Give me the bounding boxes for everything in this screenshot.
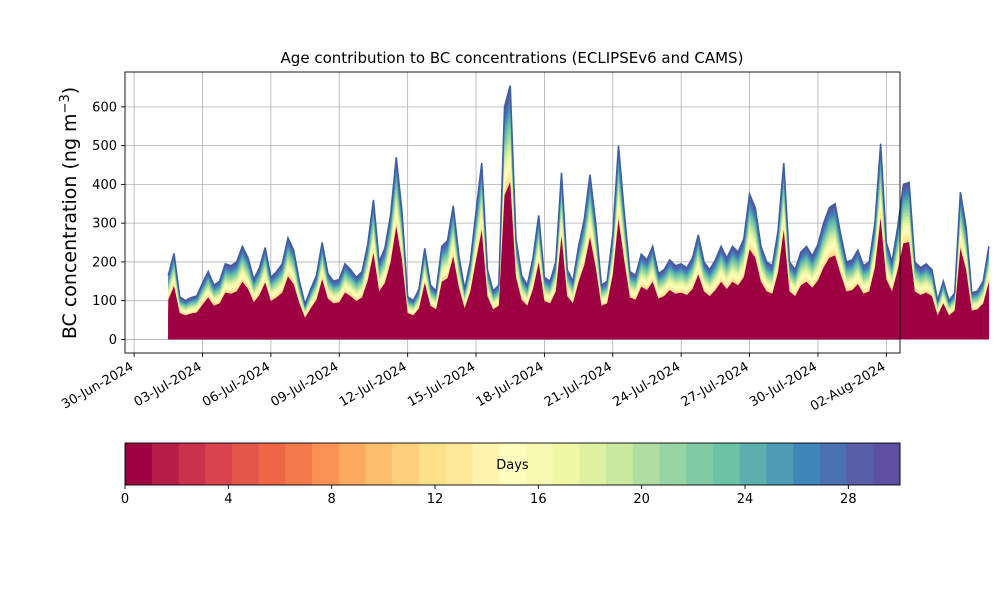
colorbar-segment [552, 443, 580, 485]
colorbar-segment [205, 443, 233, 485]
colorbar-tick-label: 16 [530, 492, 547, 507]
x-tick-label: 15-Jul-2024 [405, 359, 478, 410]
colorbar-segment [793, 443, 821, 485]
colorbar-segment [125, 443, 153, 485]
plot-frame [124, 71, 901, 354]
plot-area: 0 100 200 300 400 500 600 30-Jun-202403-Jul-202… [59, 71, 990, 415]
y-tick-label: 600 [92, 100, 117, 115]
x-tick-label: 21-Jul-2024 [542, 359, 615, 410]
colorbar-tick-label: 28 [840, 492, 857, 507]
y-tick-label: 500 [92, 139, 117, 154]
colorbar-tick-label: 20 [633, 492, 650, 507]
x-tick-label: 27-Jul-2024 [679, 359, 752, 410]
colorbar-segment [819, 443, 848, 485]
colorbar-segment [686, 443, 714, 485]
x-tick-label: 24-Jul-2024 [610, 359, 683, 410]
colorbar-segment [525, 443, 554, 485]
colorbar-segment [472, 443, 500, 485]
colorbar-segment [579, 443, 607, 485]
colorbar-label: Days [496, 458, 529, 473]
colorbar-segment [606, 443, 634, 485]
colorbar-segment [712, 443, 741, 485]
y-tick-label: 100 [92, 294, 117, 309]
colorbar-segment [418, 443, 447, 485]
x-tick-label: 02-Aug-2024 [808, 359, 888, 414]
y-tick-label: 200 [92, 255, 117, 270]
colorbar-segment [312, 443, 340, 485]
colorbar: Days 0 4 8 12 16 20 24 28 [121, 442, 901, 507]
colorbar-tick-label: 0 [121, 492, 129, 507]
colorbar-segment [766, 443, 794, 485]
y-tick-label: 0 [109, 333, 117, 348]
x-tick-label: 18-Jul-2024 [474, 359, 547, 410]
chart-title: Age contribution to BC concentrations (E… [281, 49, 744, 67]
colorbar-segment [231, 443, 260, 485]
colorbar-tick-label: 12 [427, 492, 444, 507]
x-tick-label: 03-Jul-2024 [132, 359, 205, 410]
colorbar-segment [285, 443, 313, 485]
x-tick-label: 30-Jun-2024 [59, 359, 136, 412]
colorbar-segment [739, 443, 767, 485]
x-tick-label: 06-Jul-2024 [200, 359, 273, 410]
y-tick-label: 400 [92, 178, 117, 193]
age-layer-base [168, 182, 989, 340]
colorbar-segment [445, 443, 473, 485]
y-axis-label: BC concentration (ng m−3) [58, 87, 82, 339]
colorbar-tick-label: 24 [737, 492, 754, 507]
colorbar-segment [632, 443, 660, 485]
colorbar-frame [124, 442, 901, 486]
colorbar-segment [659, 443, 687, 485]
colorbar-segment [873, 443, 901, 485]
colorbar-segment [499, 443, 527, 485]
y-axis-label-exponent: −3 [58, 94, 73, 113]
colorbar-segment [392, 443, 420, 485]
colorbar-segment [846, 443, 874, 485]
x-tick-label: 12-Jul-2024 [337, 359, 410, 410]
x-tick-label: 09-Jul-2024 [268, 359, 341, 410]
colorbar-tick-label: 4 [224, 492, 232, 507]
colorbar-tick-label: 8 [328, 492, 336, 507]
total-concentration-line [167, 85, 990, 308]
colorbar-segment [258, 443, 286, 485]
colorbar-segment [178, 443, 206, 485]
y-tick-label: 300 [92, 217, 117, 232]
colorbar-segment [338, 443, 367, 485]
colorbar-segment [151, 443, 179, 485]
colorbar-segment [365, 443, 393, 485]
